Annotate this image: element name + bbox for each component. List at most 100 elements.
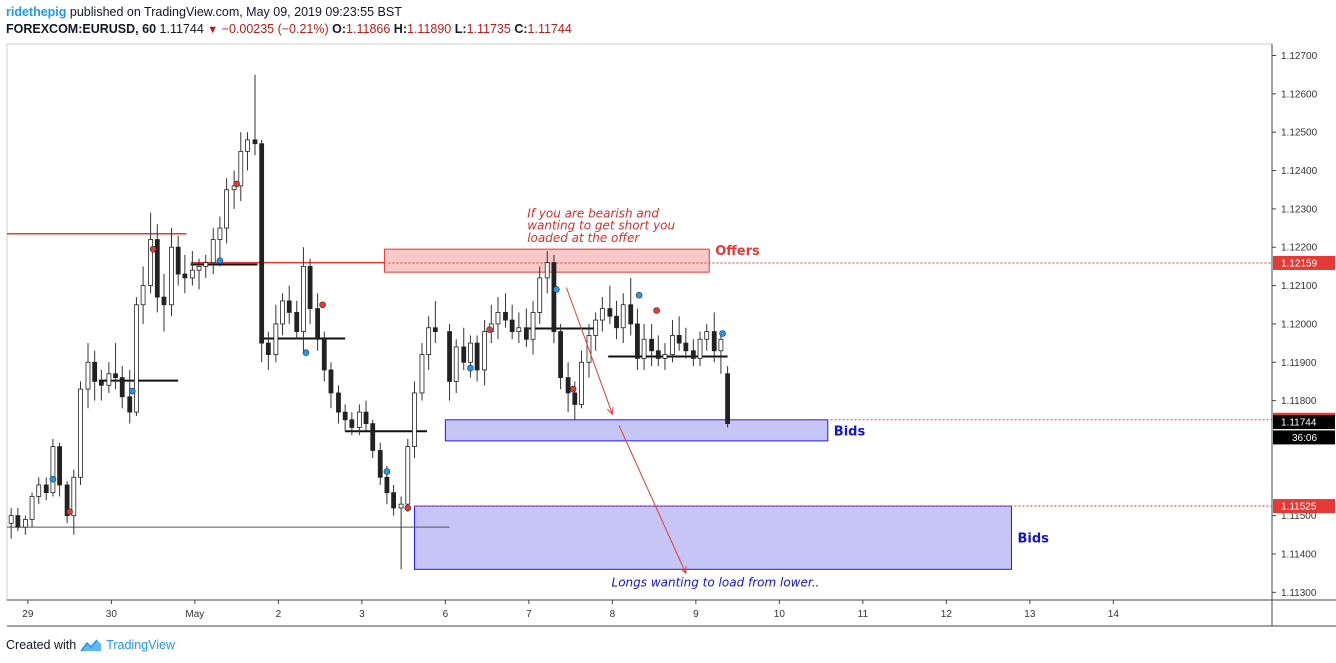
candle-body-7 <box>50 446 56 494</box>
candle-body-67 <box>474 342 480 371</box>
candle-body-53 <box>370 423 376 451</box>
candle-body-97 <box>683 342 689 352</box>
tradingview-logo-icon <box>80 639 102 651</box>
offers-zone-label: Offers <box>715 244 760 259</box>
candle-body-91 <box>641 338 647 359</box>
candle-body-40 <box>280 300 285 325</box>
countdown-text: 36:06 <box>1292 433 1317 444</box>
candle-body-11 <box>78 388 83 478</box>
candle-body-48 <box>336 392 341 413</box>
y-tick-label-7: 1.12100 <box>1281 281 1318 292</box>
x-tick-label-10: 10 <box>774 609 786 620</box>
x-tick-label-6: 6 <box>443 609 449 620</box>
y-tick-label-10: 1.11800 <box>1281 396 1317 407</box>
bearish-note-line-1: If you are bearish and <box>527 206 659 220</box>
candle-body-3 <box>22 519 28 528</box>
bids-zone-lower-label: Bids <box>1017 532 1049 547</box>
x-tick-label-11: 11 <box>858 609 869 620</box>
symbol-label: FOREXCOM:EURUSD, 60 <box>6 22 157 36</box>
candle-body-44 <box>307 265 313 309</box>
candle-body-10 <box>71 476 77 517</box>
pivot-marker-7 <box>302 349 310 356</box>
candle-body-70 <box>495 312 501 325</box>
candle-body-50 <box>349 419 355 428</box>
bearish-note-line-2: wanting to get short you <box>527 219 675 233</box>
candle-body-4 <box>29 496 35 520</box>
longs-note: Longs wanting to load from lower.. <box>612 576 820 590</box>
candle-body-45 <box>315 308 321 340</box>
candle-body-72 <box>509 319 515 332</box>
y-tick-label-13: 1.11300 <box>1281 588 1317 599</box>
x-tick-label-5: 3 <box>359 609 365 620</box>
price-tag-text-4: 1.11525 <box>1281 502 1317 513</box>
price-tag-4 <box>1273 499 1335 514</box>
candle-body-76 <box>537 277 543 313</box>
author-name[interactable]: ridethepig <box>6 5 67 19</box>
candle-body-9 <box>64 484 70 517</box>
candle-body-22 <box>154 239 160 298</box>
x-tick-label-4: 2 <box>276 609 282 620</box>
pivot-marker-16 <box>653 307 660 314</box>
pivot-marker-10 <box>404 504 412 512</box>
high-label: H: <box>393 22 407 36</box>
candle-body-15 <box>106 373 112 386</box>
candle-body-99 <box>697 338 703 359</box>
candle-body-98 <box>690 350 696 359</box>
candle-body-59 <box>412 392 417 448</box>
close-value: 1.11744 <box>527 22 572 36</box>
candle-body-74 <box>523 327 529 340</box>
open-value: 1.11866 <box>346 22 391 36</box>
y-tick-label-3: 1.12500 <box>1281 128 1318 139</box>
y-tick-label-2: 1.12600 <box>1281 89 1318 100</box>
last-price: 1.11744 <box>159 22 204 36</box>
candle-body-35 <box>245 139 250 152</box>
close-label: C: <box>514 22 528 36</box>
candle-body-46 <box>321 338 327 371</box>
candle-body-68 <box>482 331 488 371</box>
x-tick-label-2: 30 <box>106 609 118 620</box>
high-value: 1.11890 <box>407 22 452 36</box>
candle-body-17 <box>119 377 125 398</box>
candle-body-18 <box>127 396 133 413</box>
pivot-marker-14 <box>569 385 577 393</box>
pivot-marker-2 <box>66 508 73 516</box>
candle-body-85 <box>599 308 605 321</box>
candle-body-89 <box>628 304 634 325</box>
bids-zone-upper-label: Bids <box>834 424 866 439</box>
candle-body-66 <box>468 342 473 363</box>
y-tick-label-1: 1.12700 <box>1281 51 1318 62</box>
candle-body-23 <box>161 296 167 306</box>
down-triangle-icon: ▼ <box>207 24 219 36</box>
candle-body-26 <box>182 273 188 279</box>
candle-body-79 <box>558 331 563 379</box>
published-text: published on TradingView.com, May 09, 20… <box>69 5 402 19</box>
y-tick-label-11: 1.11500 <box>1281 511 1317 522</box>
pivot-marker-3 <box>128 387 136 395</box>
candle-body-49 <box>342 411 348 421</box>
candle-body-36 <box>252 139 258 145</box>
low-value: 1.11735 <box>466 22 511 36</box>
pivot-marker-17 <box>719 330 726 337</box>
candle-body-37 <box>259 143 265 344</box>
candle-body-78 <box>551 262 557 332</box>
price-tag-text-3: 1.11744 <box>1281 418 1317 429</box>
candle-body-52 <box>363 411 369 425</box>
candle-body-2 <box>15 515 21 528</box>
candle-body-16 <box>113 373 118 378</box>
candle-body-51 <box>356 411 362 428</box>
bids-zone-upper <box>444 419 829 442</box>
tradingview-brand[interactable]: TradingView <box>106 638 175 652</box>
created-with-text: Created with <box>6 638 77 652</box>
pivot-marker-4 <box>149 245 157 253</box>
pivot-marker-9 <box>383 468 391 475</box>
candle-body-55 <box>384 476 390 494</box>
candle-body-90 <box>635 323 640 359</box>
short-arrow-1 <box>565 287 613 415</box>
symbol-ohlc-bar: FOREXCOM:EURUSD, 60 1.11744 ▼ −0.00235 (… <box>6 22 572 36</box>
candle-body-96 <box>676 335 682 344</box>
candle-body-77 <box>544 262 550 279</box>
price-change: −0.00235 (−0.21%) <box>221 22 329 36</box>
x-tick-label-8: 8 <box>610 609 616 620</box>
candle-body-27 <box>189 269 195 279</box>
